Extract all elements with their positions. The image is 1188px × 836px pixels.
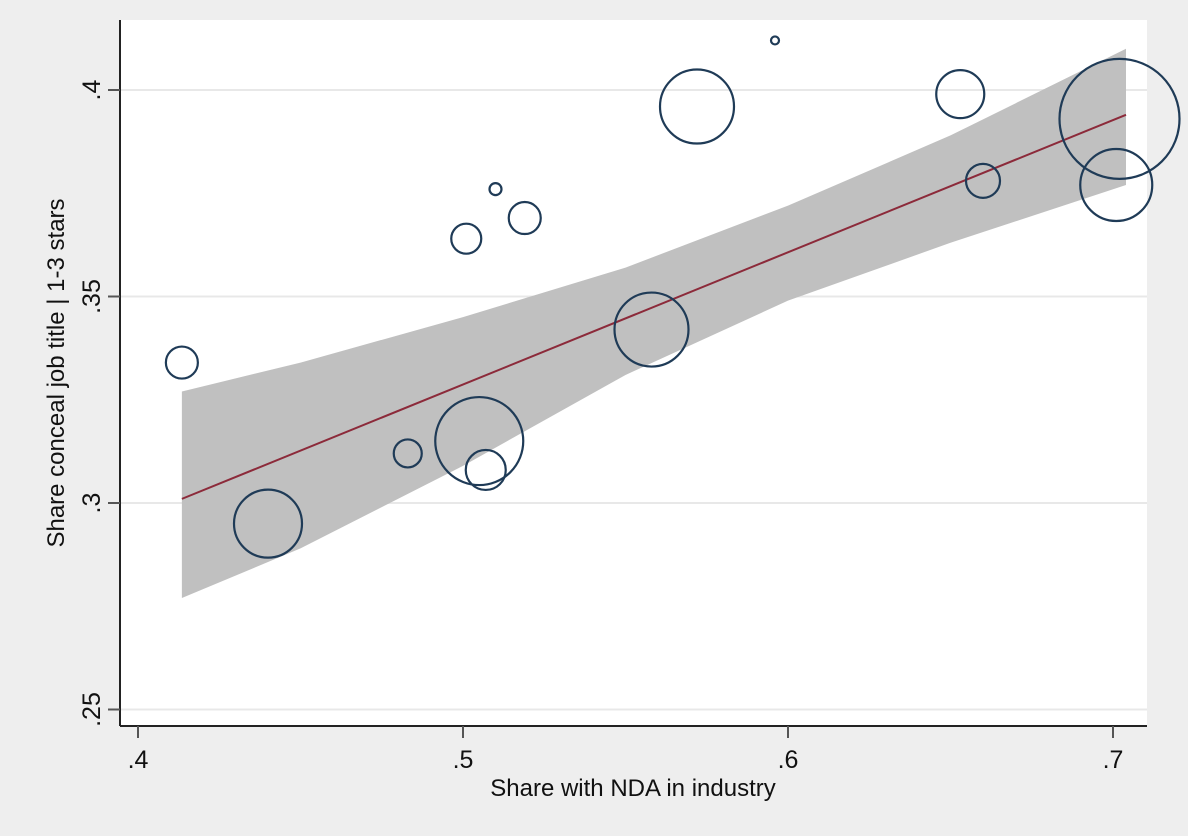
- x-axis-ticks: .4 .5 .6 .7: [128, 726, 1124, 774]
- bubble-marker: [232, 488, 304, 559]
- bubble-marker: [164, 345, 199, 380]
- y-tick-label: .3: [78, 493, 106, 514]
- bubble-marker: [392, 438, 423, 469]
- y-tick-label: .4: [78, 79, 106, 100]
- x-tick-label: .7: [1103, 746, 1124, 774]
- x-tick-label: .5: [453, 746, 474, 774]
- bubble-marker: [1058, 57, 1181, 181]
- bubble-marker: [507, 200, 542, 236]
- axes: [119, 20, 1147, 727]
- confidence-band: [181, 48, 1126, 598]
- bubble-marker: [769, 35, 781, 46]
- x-tick-label: .4: [128, 746, 149, 774]
- bubble-marker: [613, 291, 690, 368]
- bubble-marker: [450, 222, 483, 255]
- y-tick-label: .35: [78, 279, 106, 314]
- data-points: [164, 35, 1181, 559]
- y-axis-ticks: .25 .3 .35 .4: [78, 79, 120, 727]
- bubble-marker: [1079, 147, 1154, 223]
- bubble-marker: [464, 448, 507, 492]
- bubble-marker: [488, 182, 503, 197]
- bubble-marker: [964, 162, 1002, 199]
- bubble-marker: [658, 68, 736, 145]
- y-axis-label: Share conceal job title | 1-3 stars: [43, 198, 70, 547]
- x-tick-label: .6: [778, 746, 799, 774]
- bubble-marker: [935, 69, 986, 120]
- bubble-marker: [434, 395, 525, 487]
- y-tick-label: .25: [78, 692, 106, 727]
- fit-line: [181, 113, 1127, 500]
- x-axis-label: Share with NDA in industry: [490, 775, 775, 802]
